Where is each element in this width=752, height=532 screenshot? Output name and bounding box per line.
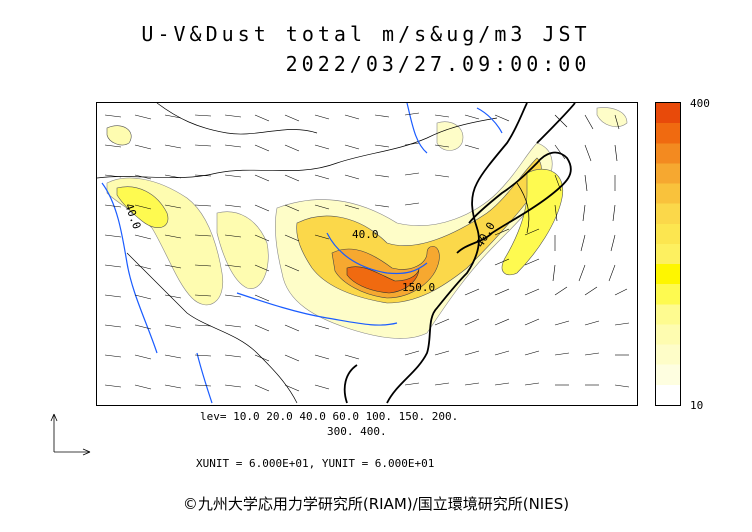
wind-vectors — [104, 112, 630, 392]
dust-map: 40.0 40.0 40.0 150.0 — [96, 102, 638, 406]
reference-vector-icon — [50, 413, 91, 456]
vector-units: XUNIT = 6.000E+01, YUNIT = 6.000E+01 — [196, 457, 435, 470]
contour-label: 150.0 — [402, 281, 435, 294]
country-borders — [96, 102, 530, 404]
map-timestamp: 2022/03/27.09:00:00 — [285, 52, 591, 76]
contour-levels-line2: 300. 400. — [327, 425, 387, 438]
colorbar-max-label: 400 — [690, 97, 710, 110]
rivers — [101, 102, 503, 404]
credit-line: ©九州大学応用力学研究所(RIAM)/国立環境研究所(NIES) — [182, 495, 570, 513]
coastlines — [343, 102, 576, 404]
map-title: U-V&Dust total m/s&ug/m3 JST — [141, 22, 591, 46]
contour-levels-line1: lev= 10.0 20.0 40.0 60.0 100. 150. 200. — [200, 410, 459, 423]
dust-concentration-shading — [106, 107, 628, 339]
contour-label: 40.0 — [352, 228, 379, 241]
colorbar-min-label: 10 — [690, 399, 704, 412]
colorbar — [655, 102, 681, 406]
